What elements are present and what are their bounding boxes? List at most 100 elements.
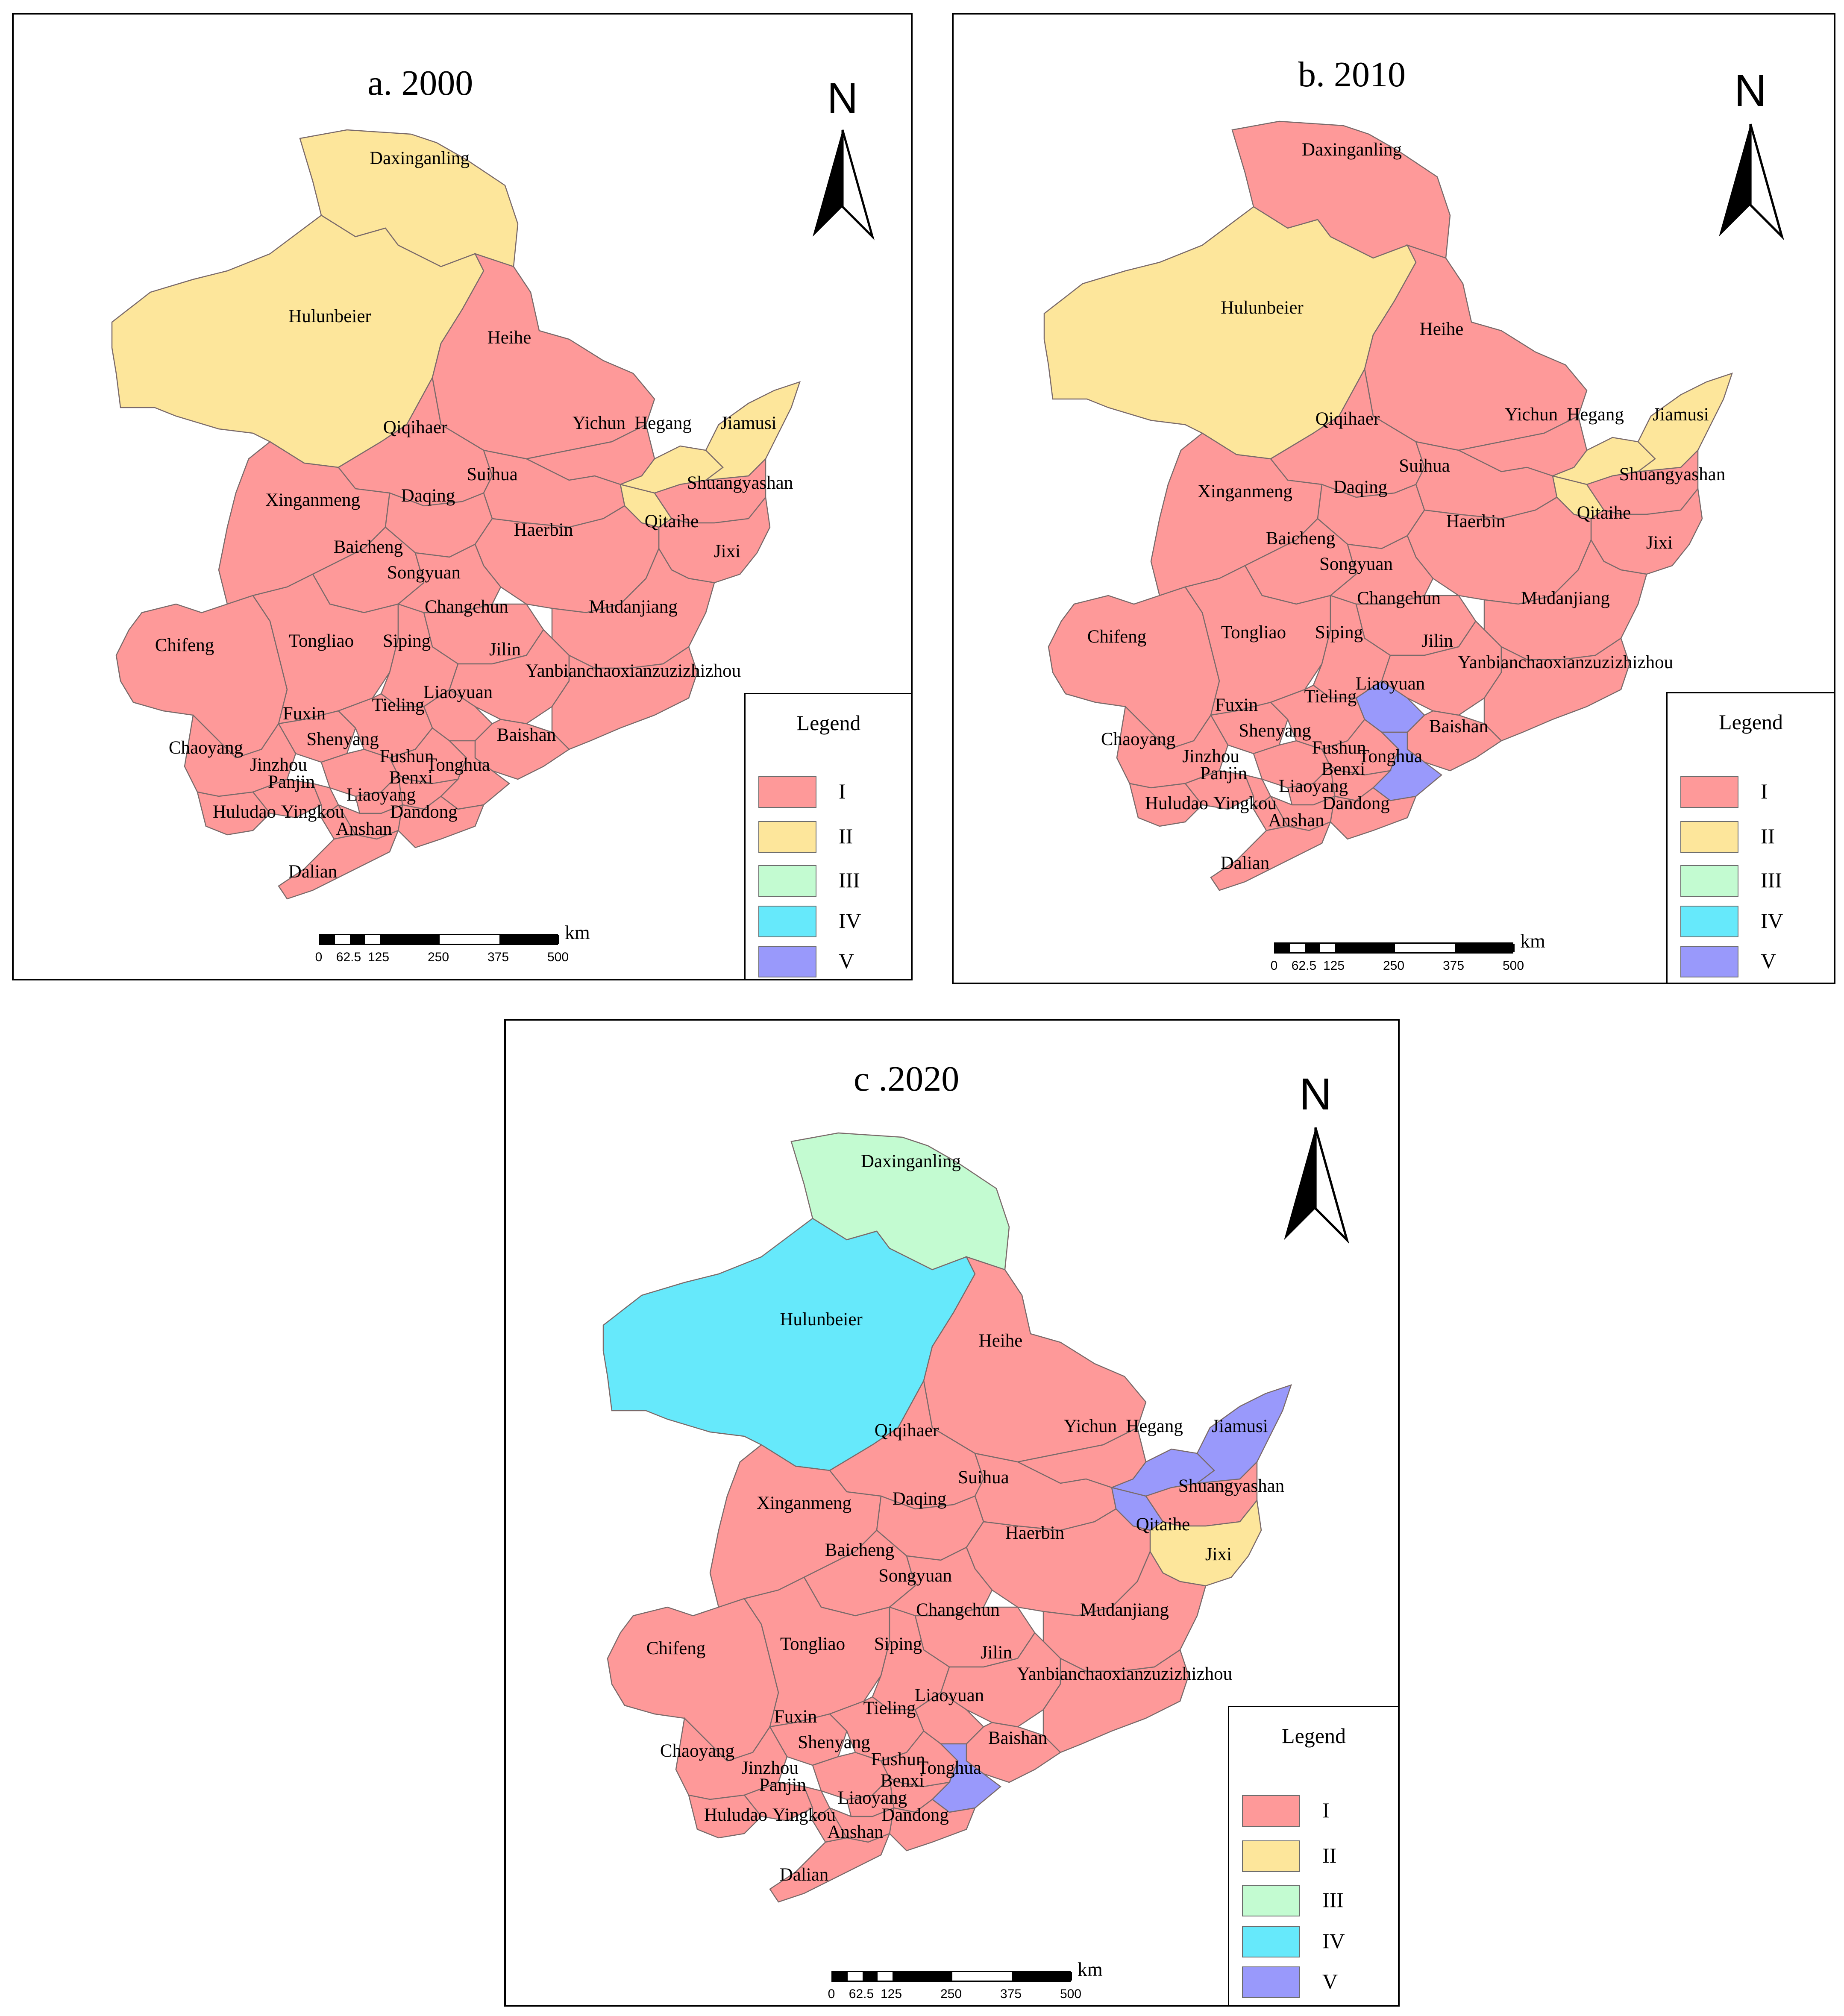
region-tongliao [252, 573, 399, 725]
scale-tick: 375 [1000, 1987, 1022, 2001]
legend-item-I: I [758, 776, 887, 808]
city-label-jiamusi: Jiamusi [720, 413, 776, 433]
city-label-hegang: Hegang [1126, 1416, 1183, 1436]
city-label-chaoyang: Chaoyang [169, 738, 243, 758]
city-label-tonghua: Tonghua [1358, 746, 1422, 766]
city-label-xinganmeng: Xinganmeng [757, 1493, 852, 1513]
region-chaoyang [1116, 705, 1229, 789]
north-label: N [1299, 1074, 1332, 1119]
city-label-tieling: Tieling [372, 695, 425, 715]
legend-label: V [1761, 949, 1776, 973]
city-label-shuangyashan: Shuangyashan [1178, 1476, 1284, 1496]
scale-tick: 0 [1270, 959, 1278, 973]
region-dandong [397, 795, 484, 848]
legend-item-V: V [758, 946, 887, 977]
city-label-dalian: Dalian [1221, 853, 1270, 873]
map-area: Daxinganling Hulunbeier Heihe Qiqihaer Yichu… [1043, 120, 1733, 891]
scale-tick: 0 [828, 1987, 835, 2001]
city-label-baicheng: Baicheng [334, 537, 403, 557]
city-label-liaoyuan: Liaoyuan [915, 1685, 984, 1705]
city-label-jilin: Jilin [1421, 631, 1453, 651]
scale-tick: 500 [1060, 1987, 1082, 2001]
city-label-daxinganling: Daxinganling [1302, 140, 1402, 160]
city-label-shenyang: Shenyang [306, 729, 379, 749]
city-label-benxi: Benxi [881, 1771, 925, 1791]
region-yanbianchaoxianzuzizhizhou [551, 646, 698, 750]
scale-tick: 0 [315, 950, 323, 964]
scale-tick: 500 [547, 950, 569, 964]
map-labels: Daxinganling Hulunbeier Heihe Qiqihaer Yichu… [155, 148, 793, 882]
city-label-anshan: Anshan [336, 819, 392, 839]
city-label-jiamusi: Jiamusi [1653, 405, 1709, 425]
city-label-benxi: Benxi [389, 768, 433, 788]
city-label-dandong: Dandong [881, 1805, 949, 1825]
map-area: Daxinganling Hulunbeier Heihe Qiqihaer Yichu… [111, 129, 801, 900]
city-label-suihua: Suihua [1399, 456, 1450, 476]
city-label-liaoyang: Liaoyang [346, 785, 416, 805]
city-label-songyuan: Songyuan [878, 1566, 952, 1586]
city-label-heihe: Heihe [487, 328, 531, 348]
city-label-fushun: Fushun [1312, 738, 1366, 758]
city-label-jinzhou: Jinzhou [1182, 746, 1239, 766]
city-label-chifeng: Chifeng [155, 635, 214, 655]
city-label-jinzhou: Jinzhou [250, 755, 307, 775]
city-label-jixi: Jixi [1205, 1544, 1232, 1564]
city-label-hegang: Hegang [634, 413, 692, 433]
legend-label: IV [1322, 1929, 1345, 1953]
legend-label: V [1322, 1969, 1338, 1993]
legend-label: III [1322, 1888, 1344, 1912]
city-label-heihe: Heihe [1420, 319, 1464, 339]
city-label-huludao: Huludao [213, 802, 276, 822]
city-label-daqing: Daqing [1333, 477, 1388, 497]
city-label-xinganmeng: Xinganmeng [1198, 481, 1292, 502]
city-label-yichun: Yichun [1505, 405, 1558, 425]
map-labels: Daxinganling Hulunbeier Heihe Qiqihaer Yichu… [1087, 140, 1725, 873]
north-arrow: N [808, 74, 877, 243]
city-label-siping: Siping [874, 1634, 922, 1654]
legend-item-II: II [1242, 1840, 1370, 1872]
city-label-huludao: Huludao [1145, 793, 1208, 813]
scale-tick: 250 [940, 1987, 962, 2001]
legend-label: II [1322, 1843, 1337, 1867]
city-label-dalian: Dalian [780, 1865, 829, 1885]
region-dandong [889, 1799, 976, 1852]
city-label-fuxin: Fuxin [774, 1707, 817, 1727]
city-label-jiamusi: Jiamusi [1212, 1416, 1268, 1436]
legend-item-V: V [1680, 946, 1809, 977]
region-huludao [197, 791, 271, 836]
scale-tick: 62.5 [849, 1987, 874, 2001]
scale-bar: km 0 62.5 125 250 375 500 [315, 921, 618, 979]
region-dandong [1330, 787, 1417, 840]
city-label-yichun: Yichun [573, 413, 625, 433]
city-label-daqing: Daqing [401, 486, 455, 506]
scale-unit: km [565, 921, 590, 943]
region-tongliao [1184, 565, 1331, 716]
legend-item-I: I [1680, 776, 1809, 808]
legend-title: Legend [796, 711, 861, 735]
city-label-qiqihaer: Qiqihaer [1315, 409, 1380, 429]
city-label-hulunbeier: Hulunbeier [780, 1309, 862, 1329]
city-label-changchun: Changchun [916, 1600, 1000, 1620]
region-huludao [1129, 783, 1203, 827]
city-label-fuxin: Fuxin [283, 704, 326, 724]
city-label-chaoyang: Chaoyang [660, 1741, 734, 1761]
city-label-tieling: Tieling [863, 1698, 916, 1718]
city-label-chaoyang: Chaoyang [1101, 729, 1175, 749]
city-label-liaoyuan: Liaoyuan [423, 682, 493, 702]
city-label-heihe: Heihe [979, 1331, 1023, 1351]
scale-unit: km [1520, 930, 1545, 952]
region-dalian [278, 829, 399, 900]
city-label-haerbin: Haerbin [514, 520, 573, 540]
city-label-suihua: Suihua [958, 1467, 1009, 1488]
city-label-daxinganling: Daxinganling [370, 148, 470, 168]
legend-label: III [1761, 868, 1782, 892]
legend-label: II [1761, 824, 1775, 848]
legend-label: II [839, 824, 853, 848]
region-huludao [688, 1794, 762, 1839]
city-label-dalian: Dalian [288, 862, 338, 882]
map-regions [1043, 120, 1733, 891]
city-label-hulunbeier: Hulunbeier [1221, 298, 1303, 318]
city-label-benxi: Benxi [1321, 759, 1365, 779]
north-arrow-icon: N [813, 74, 875, 241]
city-label-baishan: Baishan [497, 725, 556, 745]
